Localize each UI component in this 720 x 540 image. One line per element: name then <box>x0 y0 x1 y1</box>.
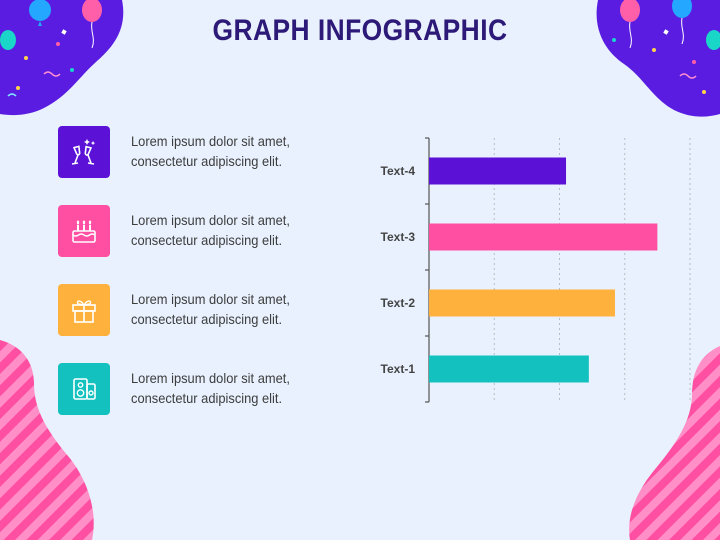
striped-corner-bottom-left <box>0 340 94 540</box>
list-item: Lorem ipsum dolor sit amet, consectetur … <box>58 284 388 336</box>
category-label: Text-3 <box>381 230 416 244</box>
category-label: Text-2 <box>381 296 416 310</box>
item-text: Lorem ipsum dolor sit amet, consectetur … <box>131 291 290 327</box>
champagne-icon-box <box>58 126 110 178</box>
list-item: Lorem ipsum dolor sit amet, consectetur … <box>58 205 388 257</box>
birthday-cake-icon <box>72 220 96 243</box>
party-corner-top-left <box>0 0 124 116</box>
category-label: Text-4 <box>381 164 416 178</box>
gift-icon-box <box>58 284 110 336</box>
item-text: Lorem ipsum dolor sit amet, consectetur … <box>131 370 290 406</box>
bar-chart: Text-4 Text-3 Text-2 Text-1 <box>381 137 691 403</box>
bar <box>429 289 615 317</box>
speaker-icon <box>73 378 96 400</box>
birthday-cake-icon-box <box>58 205 110 257</box>
party-corner-top-right <box>596 0 720 117</box>
bar <box>429 355 589 383</box>
list-item: Lorem ipsum dolor sit amet, consectetur … <box>58 126 388 178</box>
list-item: Lorem ipsum dolor sit amet, consectetur … <box>58 363 388 415</box>
striped-corner-bottom-right <box>629 346 720 540</box>
champagne-icon <box>71 139 96 165</box>
category-label: Text-1 <box>381 362 416 376</box>
bar <box>429 223 658 251</box>
gift-icon <box>72 300 96 323</box>
speaker-icon-box <box>58 363 110 415</box>
item-text: Lorem ipsum dolor sit amet, consectetur … <box>131 133 290 169</box>
bar <box>429 157 567 185</box>
item-text: Lorem ipsum dolor sit amet, consectetur … <box>131 212 290 248</box>
page-title: GRAPH INFOGRAPHIC <box>212 14 508 47</box>
